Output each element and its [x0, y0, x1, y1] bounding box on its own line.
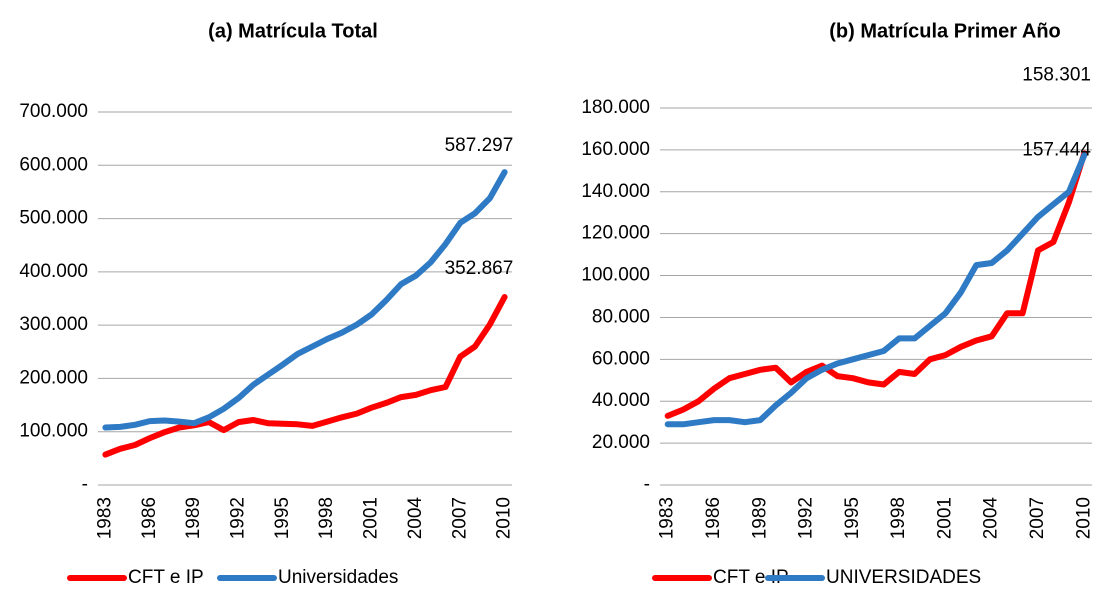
data-label: 157.444	[1022, 139, 1091, 160]
x-tick-label: 1995	[272, 497, 293, 539]
series-line	[664, 152, 1088, 428]
y-tick-label: 80.000	[592, 306, 650, 327]
y-tick-label: 500.000	[19, 208, 88, 229]
y-tick-label: 400.000	[19, 261, 88, 282]
x-tick-label: 1992	[796, 497, 817, 539]
x-tick-label: 1992	[227, 497, 248, 539]
y-tick-label: -	[82, 474, 88, 495]
x-tick-label: 2001	[934, 497, 955, 539]
x-tick-label: 1986	[139, 497, 160, 539]
y-tick-label: 160.000	[581, 139, 650, 160]
y-tick-label: 600.000	[19, 154, 88, 175]
y-tick-label: 100.000	[581, 265, 650, 286]
x-tick-label: 2010	[494, 497, 515, 539]
y-tick-label: 180.000	[581, 97, 650, 118]
data-label: 587.297	[445, 135, 514, 156]
series-line	[102, 169, 508, 431]
y-tick-label: 120.000	[581, 223, 650, 244]
data-label: 352.867	[445, 258, 514, 279]
y-tick-label: 200.000	[19, 367, 88, 388]
x-tick-label: 1998	[888, 497, 909, 539]
x-tick-label: 2007	[449, 497, 470, 539]
x-tick-label: 2010	[1073, 497, 1094, 539]
x-tick-label: 1983	[657, 497, 678, 539]
y-tick-label: 60.000	[592, 348, 650, 369]
y-tick-label: 40.000	[592, 390, 650, 411]
x-tick-label: 2007	[1027, 497, 1048, 539]
x-tick-label: 1995	[842, 497, 863, 539]
series-line	[102, 294, 508, 458]
y-tick-label: -	[644, 474, 650, 495]
chart-title: (b) Matrícula Primer Año	[829, 20, 1061, 42]
legend-label: UNIVERSIDADES	[826, 567, 981, 588]
series-line	[664, 150, 1088, 419]
x-tick-label: 2001	[361, 497, 382, 539]
x-tick-label: 2004	[981, 497, 1002, 540]
chart-title: (a) Matrícula Total	[208, 20, 378, 42]
y-tick-label: 300.000	[19, 314, 88, 335]
x-tick-label: 1989	[749, 497, 770, 539]
x-tick-label: 1989	[183, 497, 204, 539]
legend-label: CFT e IP	[128, 567, 204, 588]
legend-label: Universidades	[278, 567, 398, 588]
x-tick-label: 1986	[703, 497, 724, 539]
data-label: 158.301	[1022, 64, 1091, 85]
y-tick-label: 140.000	[581, 181, 650, 202]
x-tick-label: 2004	[405, 497, 426, 540]
y-tick-label: 100.000	[19, 421, 88, 442]
x-tick-label: 1998	[316, 497, 337, 539]
legend-label: CFT e IP	[713, 567, 789, 588]
y-tick-label: 700.000	[19, 101, 88, 122]
y-tick-label: 20.000	[592, 432, 650, 453]
x-tick-label: 1983	[94, 497, 115, 539]
